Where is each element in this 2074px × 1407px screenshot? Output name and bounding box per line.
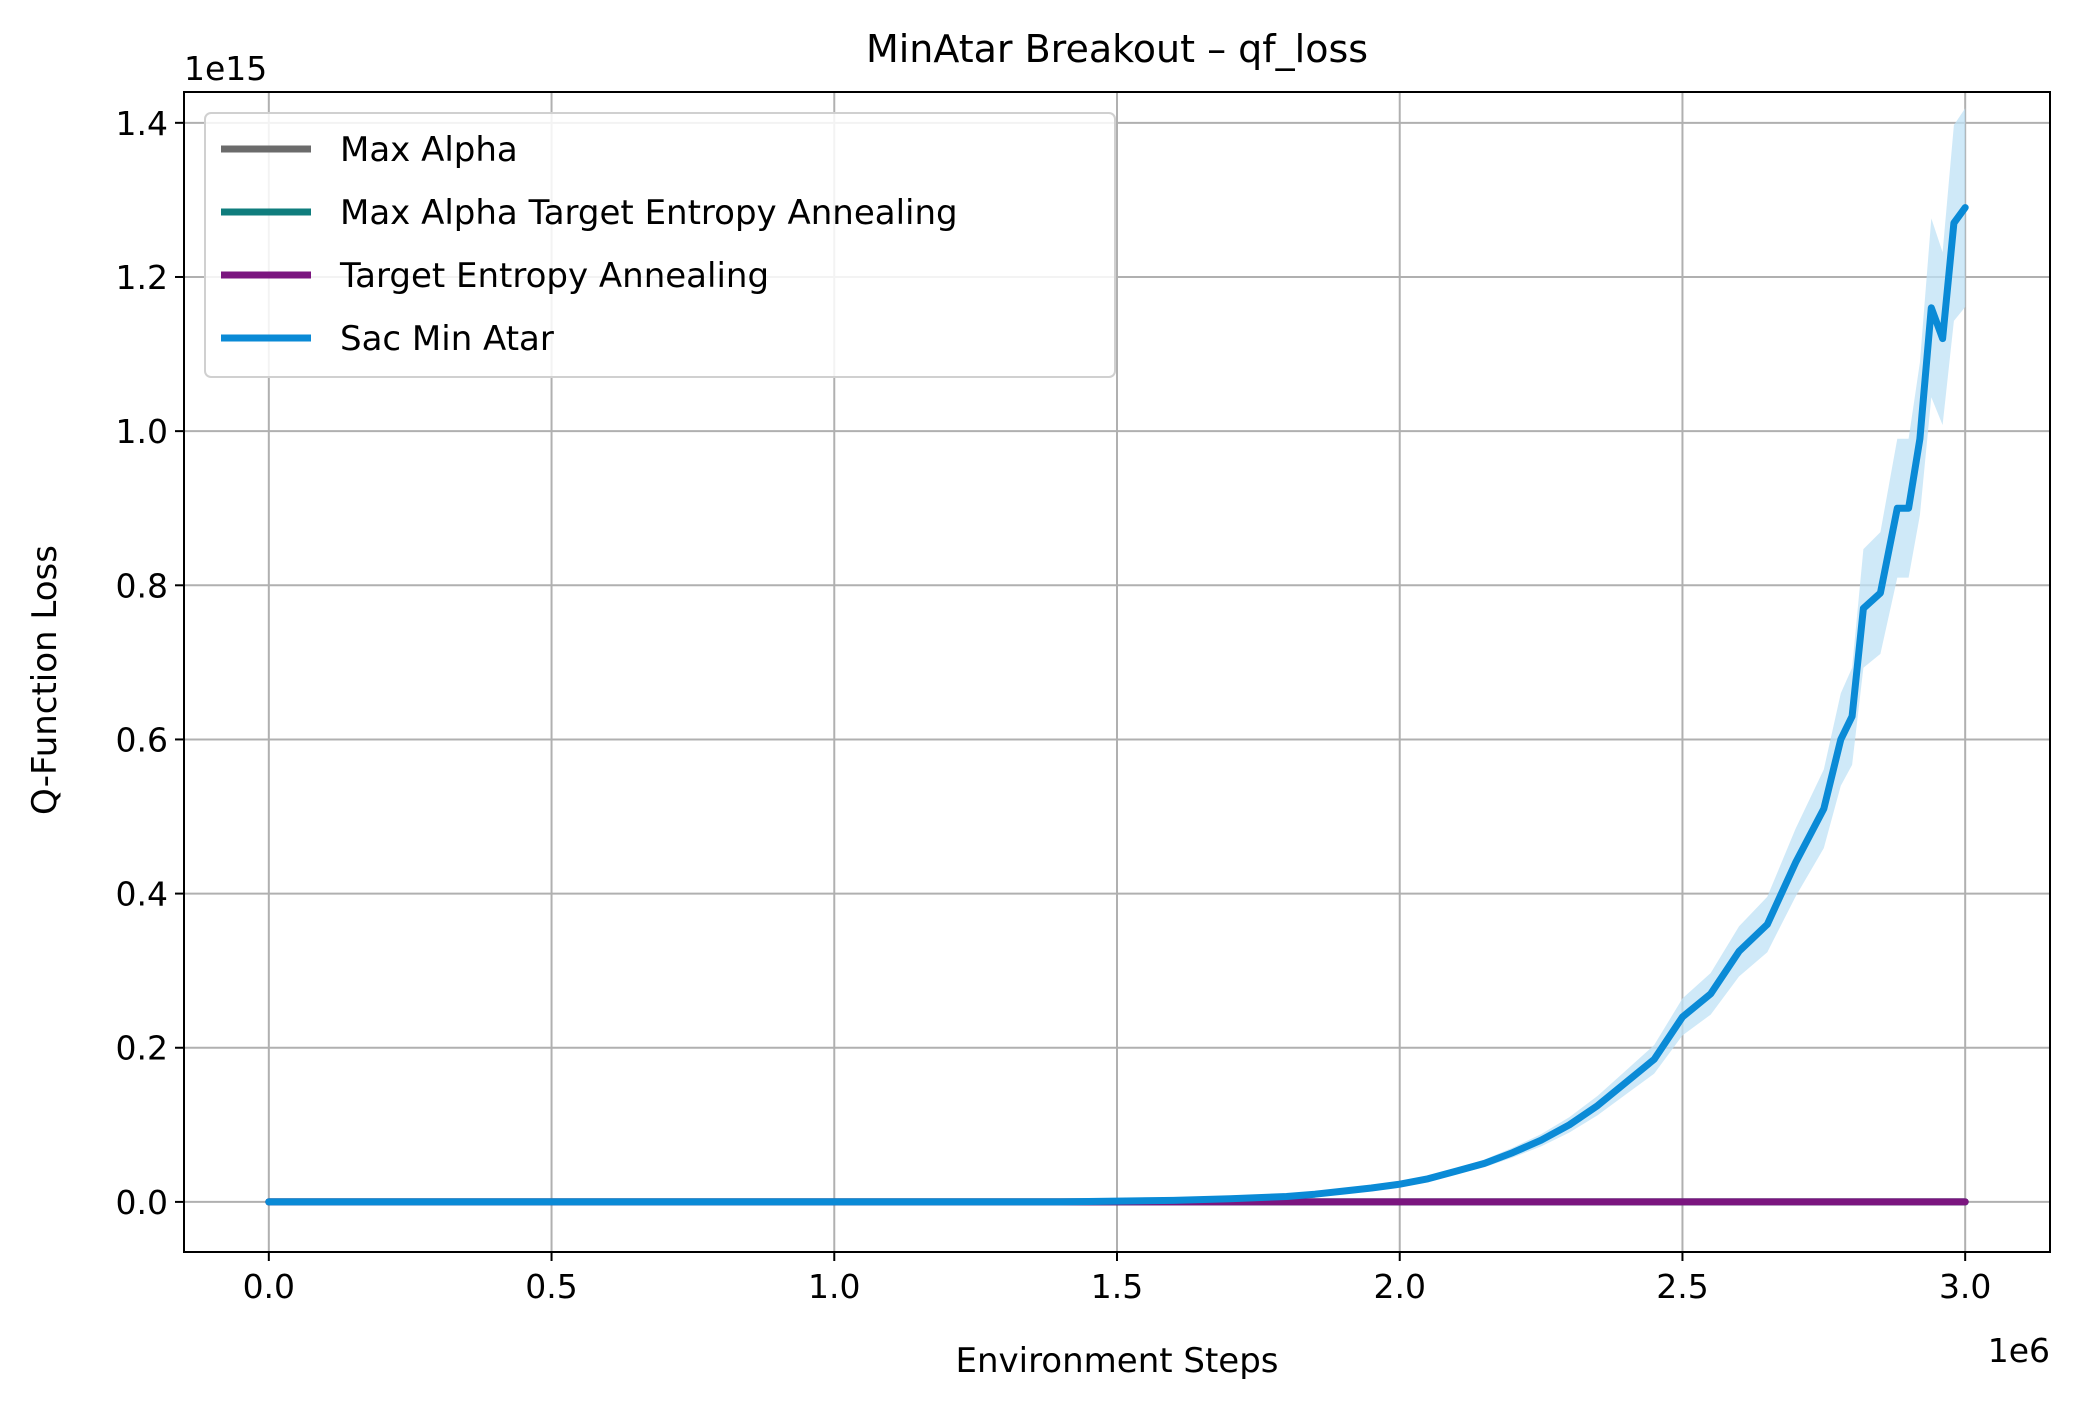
x-tick-label: 3.0	[1939, 1267, 1991, 1306]
legend-box	[204, 112, 1116, 378]
y-tick-label: 1.4	[116, 104, 168, 143]
x-tick-label: 0.0	[243, 1267, 295, 1306]
x-tick-label: 1.0	[808, 1267, 860, 1306]
y-tick-label: 0.8	[116, 566, 168, 605]
y-tick-label: 0.6	[116, 720, 168, 759]
axis-ticks: 0.0 0.5 1.0 1.5 2.0 2.5 3.0 0.0 0.2 0.4 0.6 0.8 1.0 1…	[116, 104, 1992, 1306]
x-tick-label: 2.0	[1373, 1267, 1425, 1306]
y-axis-label: Q-Function Loss	[25, 545, 65, 815]
y-tick-label: 0.4	[116, 875, 168, 914]
x-tick-label: 1.5	[1091, 1267, 1143, 1306]
x-axis-label: Environment Steps	[955, 1341, 1278, 1381]
y-tick-label: 1.2	[116, 258, 168, 297]
x-axis-offset-label: 1e6	[1988, 1331, 2050, 1370]
legend: Max Alpha Max Alpha Target Entropy Anneal…	[204, 112, 1116, 378]
chart-title: MinAtar Breakout – qf_loss	[866, 27, 1368, 71]
y-tick-label: 0.0	[116, 1183, 168, 1222]
legend-label: Target Entropy Annealing	[339, 256, 769, 296]
y-tick-label: 1.0	[116, 412, 168, 451]
legend-label: Max Alpha Target Entropy Annealing	[340, 193, 958, 233]
sac-min-atar-line	[265, 204, 1969, 1206]
legend-label: Sac Min Atar	[340, 319, 554, 359]
legend-label: Max Alpha	[340, 130, 518, 170]
x-tick-label: 0.5	[525, 1267, 577, 1306]
x-tick-label: 2.5	[1656, 1267, 1708, 1306]
y-tick-label: 0.2	[116, 1029, 168, 1068]
y-axis-offset-label: 1e15	[184, 49, 267, 88]
series-lines	[265, 204, 1969, 1206]
